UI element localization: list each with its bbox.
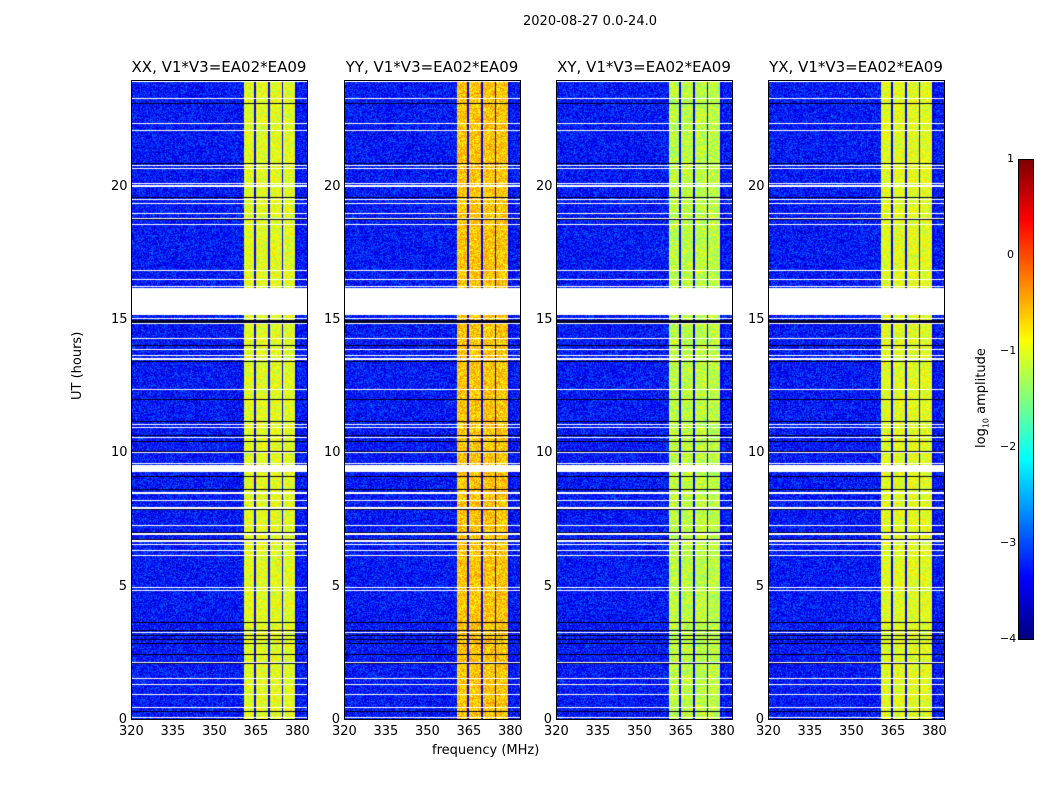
colorbar-tick-label: −1: [1000, 344, 1017, 357]
y-tick-label: 5: [118, 578, 127, 594]
x-axis-label: frequency (MHz): [432, 743, 540, 758]
y-tick-label: 20: [324, 178, 341, 194]
y-tick-label: 5: [755, 578, 764, 594]
panel-title-3: YX, V1*V3=EA02*EA09: [769, 58, 943, 76]
panel-title-1: YY, V1*V3=EA02*EA09: [345, 58, 519, 76]
y-tick-label: 10: [748, 445, 765, 461]
y-tick-label: 15: [748, 312, 765, 327]
y-tick-label: 20: [111, 178, 128, 194]
heatmap-panel-0: [131, 80, 308, 720]
y-tick-label: 20: [536, 178, 553, 194]
x-tick-label: 335: [797, 724, 823, 739]
colorbar-tick-label: −3: [1000, 536, 1017, 549]
y-tick-label: 15: [111, 312, 128, 327]
heatmap-canvas-0: [132, 81, 307, 719]
x-tick-label: 320: [756, 724, 781, 739]
y-tick-label: 0: [118, 712, 127, 727]
y-tick-label: 0: [755, 712, 764, 727]
x-tick-label: 380: [921, 724, 947, 739]
x-tick-label: 320: [332, 724, 357, 739]
x-tick-label: 350: [626, 724, 652, 739]
x-tick-label: 335: [585, 724, 611, 739]
x-tick-label: 365: [243, 724, 269, 739]
y-tick-label: 15: [324, 312, 341, 327]
heatmap-panel-1: [344, 80, 521, 720]
y-tick-label: 10: [324, 445, 341, 461]
heatmap-canvas-1: [345, 81, 520, 719]
y-tick-label: 5: [543, 578, 552, 594]
heatmap-canvas-3: [769, 81, 944, 719]
y-tick-label: 5: [331, 578, 340, 594]
colorbar-tick-label: −4: [1000, 632, 1017, 645]
panel-title-0: XX, V1*V3=EA02*EA09: [131, 58, 307, 76]
x-tick-label: 365: [880, 724, 906, 739]
heatmap-canvas-2: [557, 81, 732, 719]
x-tick-label: 380: [284, 724, 310, 739]
colorbar-tick-label: 1: [1007, 152, 1014, 165]
x-tick-label: 365: [456, 724, 482, 739]
x-tick-label: 320: [119, 724, 144, 739]
x-tick-label: 350: [414, 724, 440, 739]
colorbar-tick-label: −2: [1000, 440, 1017, 453]
x-tick-label: 335: [373, 724, 399, 739]
y-tick-label: 10: [111, 445, 128, 461]
y-tick-label: 15: [536, 312, 553, 327]
x-tick-label: 320: [544, 724, 569, 739]
x-tick-label: 350: [838, 724, 864, 739]
colorbar-label: log10 amplitude: [974, 348, 991, 448]
colorbar: [1018, 159, 1034, 640]
heatmap-panel-3: [768, 80, 945, 720]
heatmap-panel-2: [556, 80, 733, 720]
x-tick-label: 335: [160, 724, 186, 739]
figure-title: 2020-08-27 0.0-24.0: [523, 14, 657, 29]
x-tick-label: 380: [497, 724, 523, 739]
y-axis-label: UT (hours): [70, 331, 85, 400]
y-tick-label: 20: [748, 178, 765, 194]
y-tick-label: 10: [536, 445, 553, 461]
x-tick-label: 380: [709, 724, 735, 739]
y-tick-label: 0: [331, 712, 340, 727]
x-tick-label: 350: [201, 724, 227, 739]
y-tick-label: 0: [543, 712, 552, 727]
colorbar-tick-label: 0: [1007, 248, 1014, 261]
panel-title-2: XY, V1*V3=EA02*EA09: [557, 58, 731, 76]
x-tick-label: 365: [668, 724, 694, 739]
